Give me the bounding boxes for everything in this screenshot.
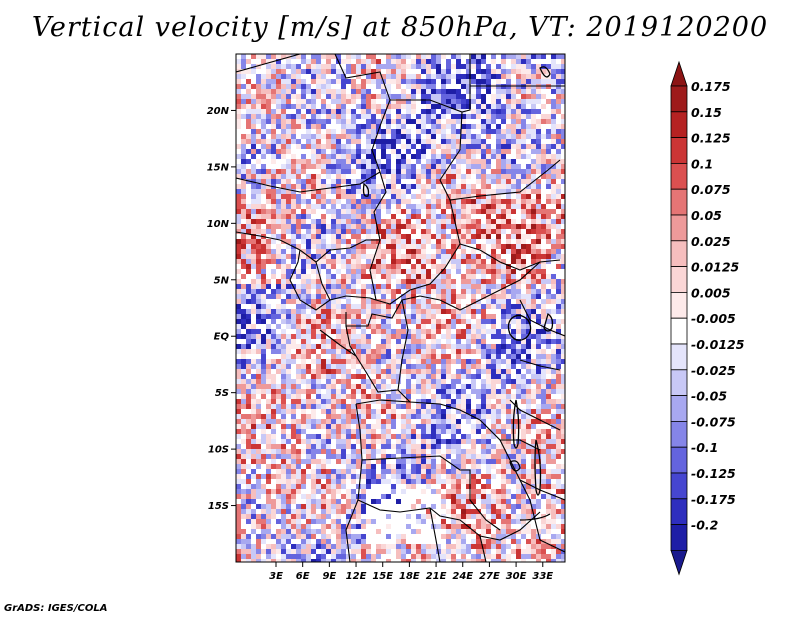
colorbar-swatch: [670, 162, 688, 190]
grads-credit: GrADS: IGES/COLA: [4, 603, 108, 614]
colorbar-label: 0.0125: [691, 260, 740, 275]
colorbar-swatch: [670, 420, 688, 448]
map-panel: [236, 54, 565, 562]
colorbar-swatch: [670, 343, 688, 371]
colorbar-swatch: [670, 369, 688, 396]
lon-tick-label: 3E: [269, 571, 283, 582]
velocity-field: [236, 54, 565, 562]
colorbar-label: 0.05: [691, 208, 722, 223]
colorbar-swatch: [670, 188, 688, 216]
colorbar-swatch: [670, 524, 688, 551]
colorbar-swatch: [670, 111, 688, 139]
lon-tick-label: 9E: [322, 571, 336, 582]
colorbar-swatch: [670, 317, 688, 345]
colorbar-label: 0.1: [691, 156, 713, 171]
lon-tick-label: 12E: [346, 571, 367, 582]
colorbar-swatch: [670, 498, 688, 525]
colorbar-label: -0.0125: [691, 337, 745, 352]
colorbar-label: -0.175: [691, 492, 736, 507]
lon-tick-label: 27E: [479, 571, 500, 582]
colorbar-label: -0.005: [691, 311, 736, 326]
colorbar-swatch: [670, 214, 688, 242]
colorbar: 0.175 0.15 0.125 0.1 0.075 0.05 0.025 0.0125 0.0…: [670, 60, 745, 576]
colorbar-label: 0.125: [691, 131, 731, 146]
colorbar-swatch: [670, 240, 688, 268]
longitude-axis: 3E 6E 9E 12E 15E 18E 21E 24E 27E 30E 33E: [269, 562, 553, 582]
colorbar-bottom-arrow: [670, 550, 688, 576]
colorbar-label: 0.025: [691, 234, 731, 249]
colorbar-label: -0.025: [691, 363, 736, 378]
colorbar-label: -0.1: [691, 440, 718, 455]
colorbar-top-arrow: [670, 60, 688, 87]
lakes-and-coastlines: [362, 66, 554, 521]
colorbar-swatch: [670, 85, 688, 113]
colorbar-label: -0.125: [691, 466, 736, 481]
lat-tick-label: 10N: [207, 219, 230, 230]
map-frame: [235, 53, 566, 563]
colorbar-swatch: [670, 472, 688, 500]
lat-tick-label: 5N: [214, 275, 230, 286]
lat-tick-label: 15N: [207, 162, 230, 173]
colorbar-label: -0.075: [691, 414, 736, 429]
latitude-axis: 20N 15N 10N 5N EQ 5S 10S 15S: [207, 106, 236, 512]
colorbar-label: 0.075: [691, 182, 731, 197]
colorbar-label: 0.005: [691, 285, 731, 300]
lon-tick-label: 30E: [506, 571, 527, 582]
colorbar-swatch: [670, 395, 688, 422]
lon-tick-label: 6E: [296, 571, 310, 582]
lat-tick-label: 15S: [208, 501, 229, 512]
map-title: Vertical velocity [m/s] at 850hPa, VT: 2…: [31, 12, 769, 43]
colorbar-swatch: [670, 291, 688, 319]
lon-tick-label: 24E: [452, 571, 473, 582]
colorbar-label: -0.05: [691, 389, 727, 404]
lat-tick-label: EQ: [214, 332, 230, 343]
lon-tick-label: 15E: [372, 571, 393, 582]
lat-tick-label: 10S: [208, 445, 229, 456]
colorbar-label: 0.175: [691, 79, 731, 94]
lon-tick-label: 33E: [532, 571, 553, 582]
lon-tick-label: 21E: [426, 571, 447, 582]
colorbar-swatch: [670, 446, 688, 474]
lon-tick-label: 18E: [399, 571, 420, 582]
colorbar-swatch: [670, 137, 688, 164]
lat-tick-label: 5S: [215, 388, 229, 399]
colorbar-label: -0.2: [691, 518, 718, 533]
colorbar-label: 0.15: [691, 105, 722, 120]
colorbar-swatch: [670, 266, 688, 293]
country-borders: [236, 54, 565, 562]
lat-tick-label: 20N: [207, 106, 230, 117]
